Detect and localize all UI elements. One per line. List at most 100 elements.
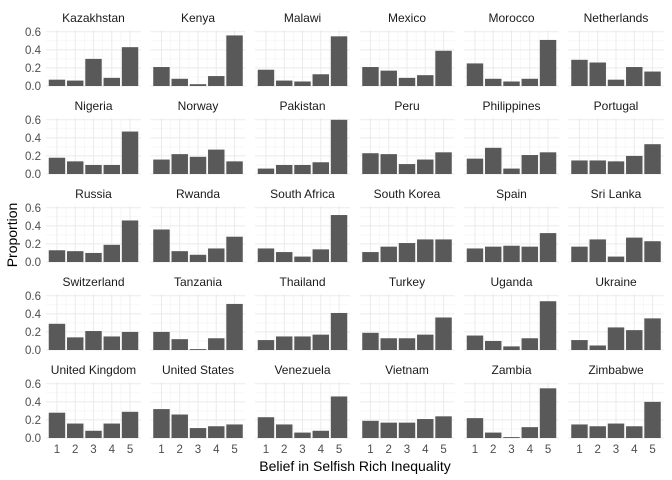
x-tick-label: 5	[231, 444, 237, 456]
bar-1	[153, 229, 170, 262]
bar-3	[294, 432, 311, 438]
bar-3	[503, 168, 520, 174]
facet-label: Uganda	[490, 275, 532, 289]
facet-label: Peru	[394, 99, 419, 113]
bar-5	[121, 411, 139, 438]
panel-sri-lanka: Sri Lanka	[568, 187, 664, 263]
bar-4	[417, 239, 434, 262]
bar-1	[153, 67, 170, 86]
panel-turkey: Turkey	[359, 275, 455, 351]
bar-1	[571, 59, 588, 86]
y-tick-label: 0.4	[25, 309, 42, 321]
facet-label: Malawi	[284, 11, 321, 25]
panel-kazakhstan: Kazakhstan 0.0 0.2 0.4 0.6	[25, 11, 141, 93]
bar-1	[571, 424, 588, 438]
bar-2	[171, 251, 188, 262]
bar-1	[48, 250, 66, 262]
bar-1	[48, 79, 66, 86]
bar-3	[189, 428, 207, 438]
bar-1	[571, 246, 588, 262]
bar-4	[208, 338, 225, 350]
bar-4	[312, 334, 329, 350]
x-tick-label: 5	[336, 444, 342, 456]
x-tick-label: 1	[54, 444, 60, 456]
bar-2	[485, 340, 502, 350]
panel-tanzania: Tanzania	[150, 275, 246, 351]
bar-4	[521, 246, 538, 262]
bar-4	[103, 423, 120, 438]
y-tick-label: 0.0	[25, 345, 41, 357]
panel-south-africa: South Africa	[255, 187, 350, 263]
bar-1	[362, 67, 379, 86]
panel-norway: Norway	[150, 99, 246, 175]
bar-5	[330, 396, 348, 438]
y-tick-label: 0.6	[25, 379, 41, 391]
bar-4	[626, 330, 643, 350]
y-tick-label: 0.4	[25, 221, 42, 233]
bar-4	[417, 75, 434, 86]
facet-label: Rwanda	[176, 187, 220, 201]
x-tick-label: 4	[318, 444, 325, 456]
facet-label: Switzerland	[62, 275, 124, 289]
bar-5	[539, 388, 557, 438]
bar-3	[189, 156, 207, 174]
bar-1	[153, 331, 170, 350]
bar-5	[226, 161, 243, 174]
x-tick-label: 1	[158, 444, 164, 456]
bar-2	[67, 80, 84, 86]
bar-1	[466, 248, 484, 262]
facet-label: Russia	[75, 187, 112, 201]
bar-4	[103, 77, 120, 86]
bar-3	[503, 437, 520, 438]
panel-south-korea: South Korea	[359, 187, 455, 263]
bar-4	[626, 426, 643, 438]
bar-2	[380, 70, 397, 86]
bar-3	[607, 79, 625, 86]
x-tick-label: 2	[281, 444, 287, 456]
facet-label: South Korea	[374, 187, 441, 201]
y-tick-label: 0.2	[25, 151, 41, 163]
y-tick-label: 0.2	[25, 63, 41, 75]
y-tick-label: 0.6	[25, 27, 41, 39]
bar-4	[626, 67, 643, 86]
bar-5	[539, 39, 557, 86]
x-tick-label: 2	[595, 444, 601, 456]
bar-2	[589, 160, 606, 174]
panel-ukraine: Ukraine	[568, 275, 664, 351]
panel-nigeria: Nigeria 0.0 0.2 0.4 0.6	[25, 99, 141, 181]
bar-5	[330, 215, 348, 262]
bar-2	[67, 337, 84, 350]
x-tick-label: 1	[576, 444, 582, 456]
bar-5	[435, 317, 452, 350]
bar-3	[85, 430, 102, 438]
bar-2	[485, 78, 502, 86]
x-tick-label: 5	[440, 444, 446, 456]
facet-label: Venezuela	[274, 363, 330, 377]
y-tick-label: 0.4	[25, 397, 42, 409]
bar-1	[257, 248, 275, 262]
panel-vietnam: Vietnam 1 2 3 4 5	[359, 363, 455, 456]
bar-4	[312, 162, 329, 174]
bar-2	[276, 164, 293, 174]
x-tick-label: 3	[613, 444, 619, 456]
bar-3	[189, 349, 207, 350]
bar-5	[121, 331, 139, 350]
bar-3	[607, 423, 625, 438]
bar-3	[85, 164, 102, 174]
facet-label: Norway	[178, 99, 219, 113]
bar-4	[208, 149, 225, 174]
bar-5	[539, 152, 557, 174]
bar-5	[539, 233, 557, 262]
x-tick-label: 4	[213, 444, 220, 456]
panel-venezuela: Venezuela 1 2 3 4 5	[255, 363, 350, 456]
bar-2	[380, 246, 397, 262]
bar-1	[362, 332, 379, 350]
bar-5	[644, 241, 661, 262]
bar-2	[380, 422, 397, 438]
y-tick-label: 0.2	[25, 327, 41, 339]
bar-5	[330, 119, 348, 174]
panel-united-kingdom: United Kingdom 0.0 0.2 0.4 0.6 1 2 3 4 5	[25, 363, 141, 456]
bar-5	[121, 131, 139, 174]
y-tick-label: 0.4	[25, 133, 42, 145]
x-tick-label: 5	[127, 444, 133, 456]
